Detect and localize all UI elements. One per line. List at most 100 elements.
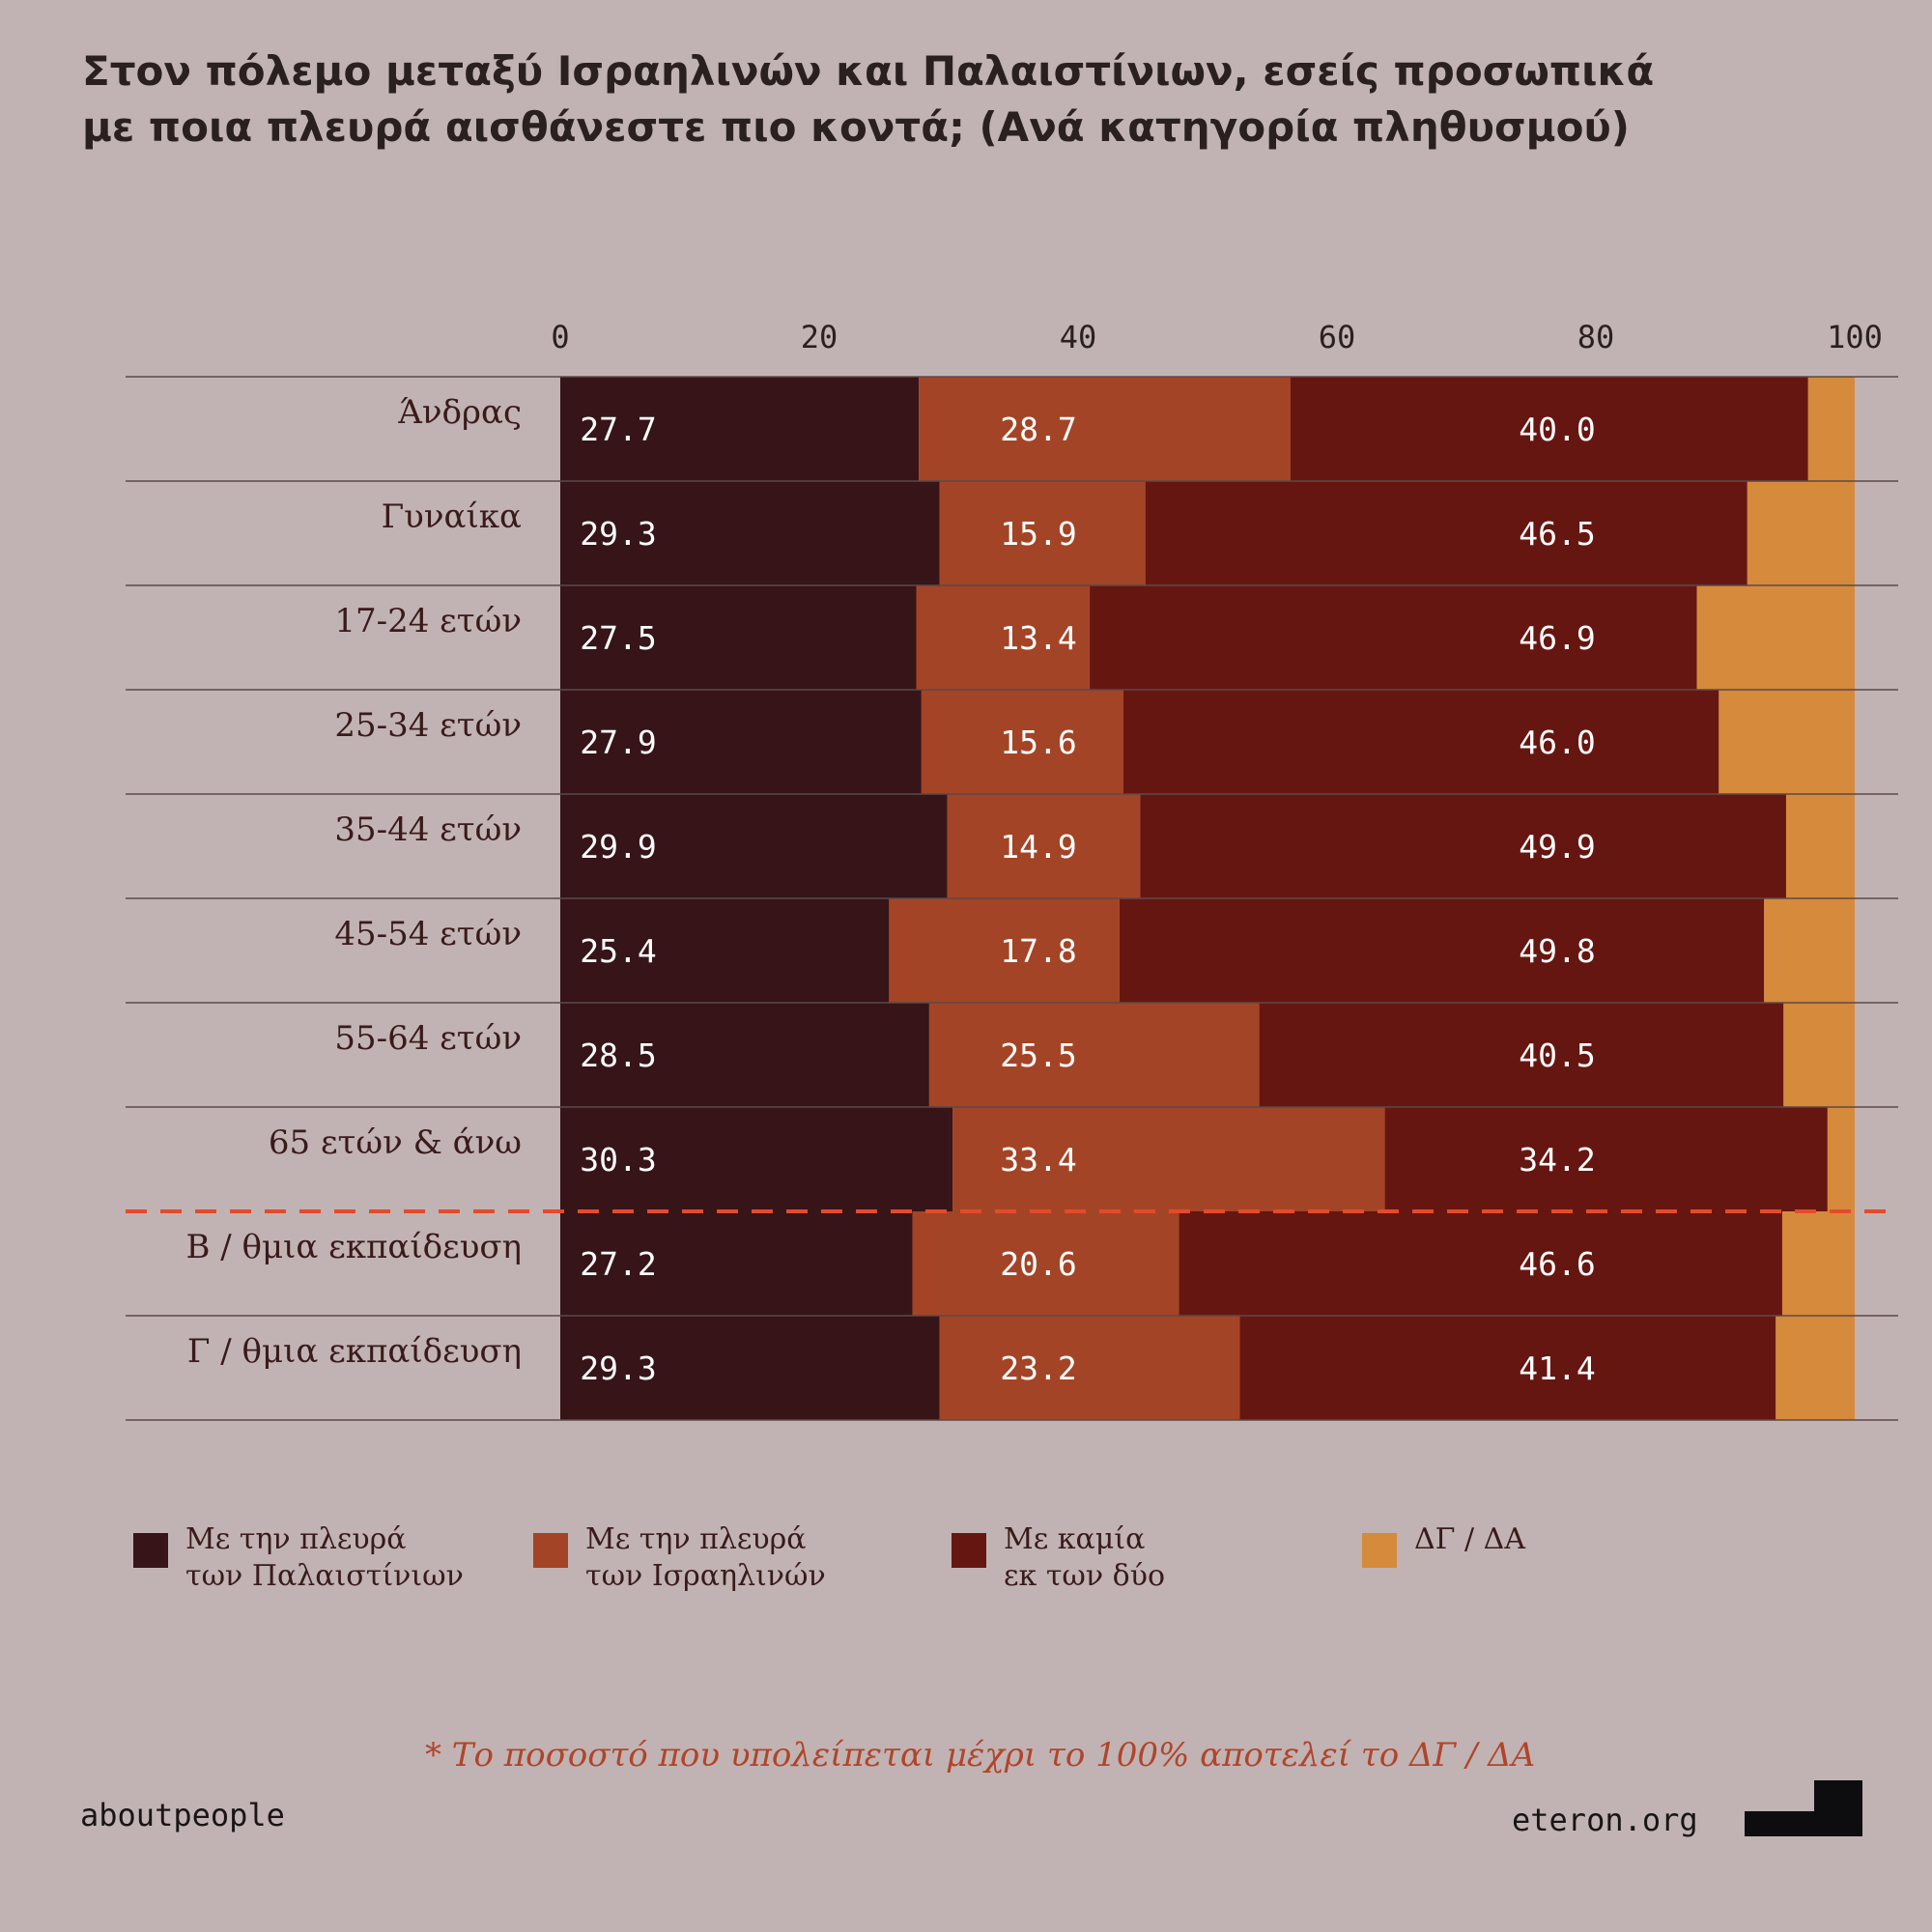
data-label: 25.5 bbox=[1000, 1037, 1076, 1074]
category-labels: Άνδρας Γυναίκα 17-24 ετών 25-34 ετών 35-44 ε… bbox=[185, 393, 522, 1371]
bar-segment bbox=[560, 794, 948, 898]
brand-aboutpeople: aboutpeople bbox=[80, 1797, 285, 1833]
bar-segment bbox=[1696, 585, 1855, 690]
bar-segment bbox=[560, 1003, 929, 1107]
data-label: 14.9 bbox=[1000, 828, 1076, 866]
bar-segment bbox=[912, 1211, 1179, 1316]
bar-segment bbox=[1776, 1316, 1855, 1420]
data-label: 46.5 bbox=[1519, 515, 1595, 553]
data-label: 29.9 bbox=[580, 828, 656, 866]
bar-segment bbox=[939, 481, 1146, 585]
bar-segment bbox=[560, 481, 940, 585]
x-tick-label: 20 bbox=[801, 319, 838, 355]
data-label: 46.0 bbox=[1519, 724, 1595, 761]
footnote: * Το ποσοστό που υπολείπεται μέχρι το 10… bbox=[425, 1736, 1536, 1775]
legend-label-palestinians: Με την πλευρά των Παλαιστίνιων bbox=[185, 1522, 464, 1593]
legend-item-dk: ΔΓ / ΔΑ bbox=[1362, 1521, 1525, 1568]
bar-segment bbox=[921, 690, 1123, 794]
data-label: 40.5 bbox=[1519, 1037, 1595, 1074]
bar-segment bbox=[952, 1107, 1385, 1211]
bar-segment bbox=[560, 1316, 940, 1420]
category-label: Β / θμια εκπαίδευση bbox=[185, 1228, 522, 1266]
x-tick-label: 80 bbox=[1577, 319, 1615, 355]
category-label: 17-24 ετών bbox=[334, 602, 522, 640]
legend-item-israelis: Με την πλευρά των Ισραηλινών bbox=[533, 1521, 826, 1595]
data-label: 25.4 bbox=[580, 932, 656, 970]
data-label: 15.9 bbox=[1000, 515, 1076, 553]
bar-segment bbox=[919, 377, 1291, 481]
data-label: 49.9 bbox=[1519, 828, 1595, 866]
data-label: 33.4 bbox=[1000, 1141, 1076, 1179]
bar-segment bbox=[916, 585, 1091, 690]
category-label: 25-34 ετών bbox=[334, 706, 522, 745]
chart-title-line-1: Στον πόλεμο μεταξύ Ισραηλινών και Παλαισ… bbox=[82, 47, 1655, 95]
bar-segment bbox=[560, 585, 917, 690]
bar-segment bbox=[1145, 481, 1747, 585]
bar-segment bbox=[939, 1316, 1240, 1420]
bar-segment bbox=[560, 377, 920, 481]
stacked-bar-chart: 0 20 40 60 80 100 Άνδρας Γυναίκα 17-24 ετών 25-3… bbox=[126, 319, 1898, 1421]
data-label: 27.7 bbox=[580, 411, 656, 448]
category-label: 55-64 ετών bbox=[334, 1019, 522, 1058]
data-label: 46.6 bbox=[1519, 1245, 1595, 1283]
bar-segment bbox=[1783, 1003, 1855, 1107]
data-label: 30.3 bbox=[580, 1141, 656, 1179]
bar-segment bbox=[1122, 690, 1719, 794]
x-tick-label: 40 bbox=[1060, 319, 1097, 355]
bar-segment bbox=[1764, 898, 1855, 1003]
data-label: 15.6 bbox=[1000, 724, 1076, 761]
category-label: 65 ετών & άνω bbox=[269, 1123, 522, 1162]
x-axis-ticks: 0 20 40 60 80 100 bbox=[551, 319, 1883, 355]
bar-segment bbox=[1719, 690, 1855, 794]
bar-segment bbox=[1259, 1003, 1784, 1107]
category-label: 35-44 ετών bbox=[334, 810, 522, 849]
data-labels: 27.7 28.7 40.0 29.3 15.9 46.5 27.5 13.4 46.9 27.9… bbox=[580, 411, 1595, 1387]
eteron-logo-icon bbox=[1745, 1780, 1862, 1836]
bar-segment bbox=[1384, 1107, 1828, 1211]
data-label: 46.9 bbox=[1519, 619, 1595, 657]
bar-segment bbox=[1747, 481, 1855, 585]
data-label: 29.3 bbox=[580, 515, 656, 553]
legend-swatch-israelis bbox=[533, 1533, 568, 1568]
bar-segment bbox=[1781, 1211, 1855, 1316]
data-label: 27.5 bbox=[580, 619, 656, 657]
bar-segment bbox=[1140, 794, 1786, 898]
legend-swatch-neither bbox=[952, 1533, 986, 1568]
row-dividers bbox=[126, 376, 1898, 1421]
legend-label-dk: ΔΓ / ΔΑ bbox=[1414, 1522, 1525, 1556]
bar-segment bbox=[560, 1211, 913, 1316]
x-tick-label: 60 bbox=[1319, 319, 1356, 355]
category-label: 45-54 ετών bbox=[334, 915, 522, 953]
data-label: 34.2 bbox=[1519, 1141, 1595, 1179]
data-label: 28.7 bbox=[1000, 411, 1076, 448]
data-label: 29.3 bbox=[580, 1350, 656, 1387]
data-label: 17.8 bbox=[1000, 932, 1076, 970]
bar-segment bbox=[560, 690, 922, 794]
bar-segment bbox=[1807, 377, 1855, 481]
chart-title-line-2: με ποια πλευρά αισθάνεστε πιο κοντά; (Αν… bbox=[82, 103, 1630, 151]
bar-segment bbox=[947, 794, 1141, 898]
bar-segment bbox=[1179, 1211, 1782, 1316]
data-label: 27.2 bbox=[580, 1245, 656, 1283]
chart-title: Στον πόλεμο μεταξύ Ισραηλινών και Παλαισ… bbox=[82, 43, 1724, 156]
category-label: Άνδρας bbox=[397, 393, 522, 432]
bar-segment bbox=[1827, 1107, 1855, 1211]
brand-eteron: eteron.org bbox=[1512, 1802, 1698, 1838]
bar-segments bbox=[560, 377, 1855, 1420]
legend-item-palestinians: Με την πλευρά των Παλαιστίνιων bbox=[133, 1521, 464, 1595]
data-label: 40.0 bbox=[1519, 411, 1595, 448]
data-label: 20.6 bbox=[1000, 1245, 1076, 1283]
legend-label-israelis: Με την πλευρά των Ισραηλινών bbox=[585, 1522, 826, 1593]
data-label: 23.2 bbox=[1000, 1350, 1076, 1387]
x-tick-label: 0 bbox=[551, 319, 569, 355]
legend-swatch-dk bbox=[1362, 1533, 1397, 1568]
data-label: 28.5 bbox=[580, 1037, 656, 1074]
x-tick-label: 100 bbox=[1827, 319, 1883, 355]
legend-item-neither: Με καμία εκ των δύο bbox=[952, 1521, 1165, 1595]
bar-segment bbox=[1119, 898, 1765, 1003]
data-label: 49.8 bbox=[1519, 932, 1595, 970]
bar-segment bbox=[1785, 794, 1855, 898]
category-label: Γ / θμια εκπαίδευση bbox=[187, 1332, 522, 1371]
data-label: 27.9 bbox=[580, 724, 656, 761]
bar-segment bbox=[1290, 377, 1808, 481]
